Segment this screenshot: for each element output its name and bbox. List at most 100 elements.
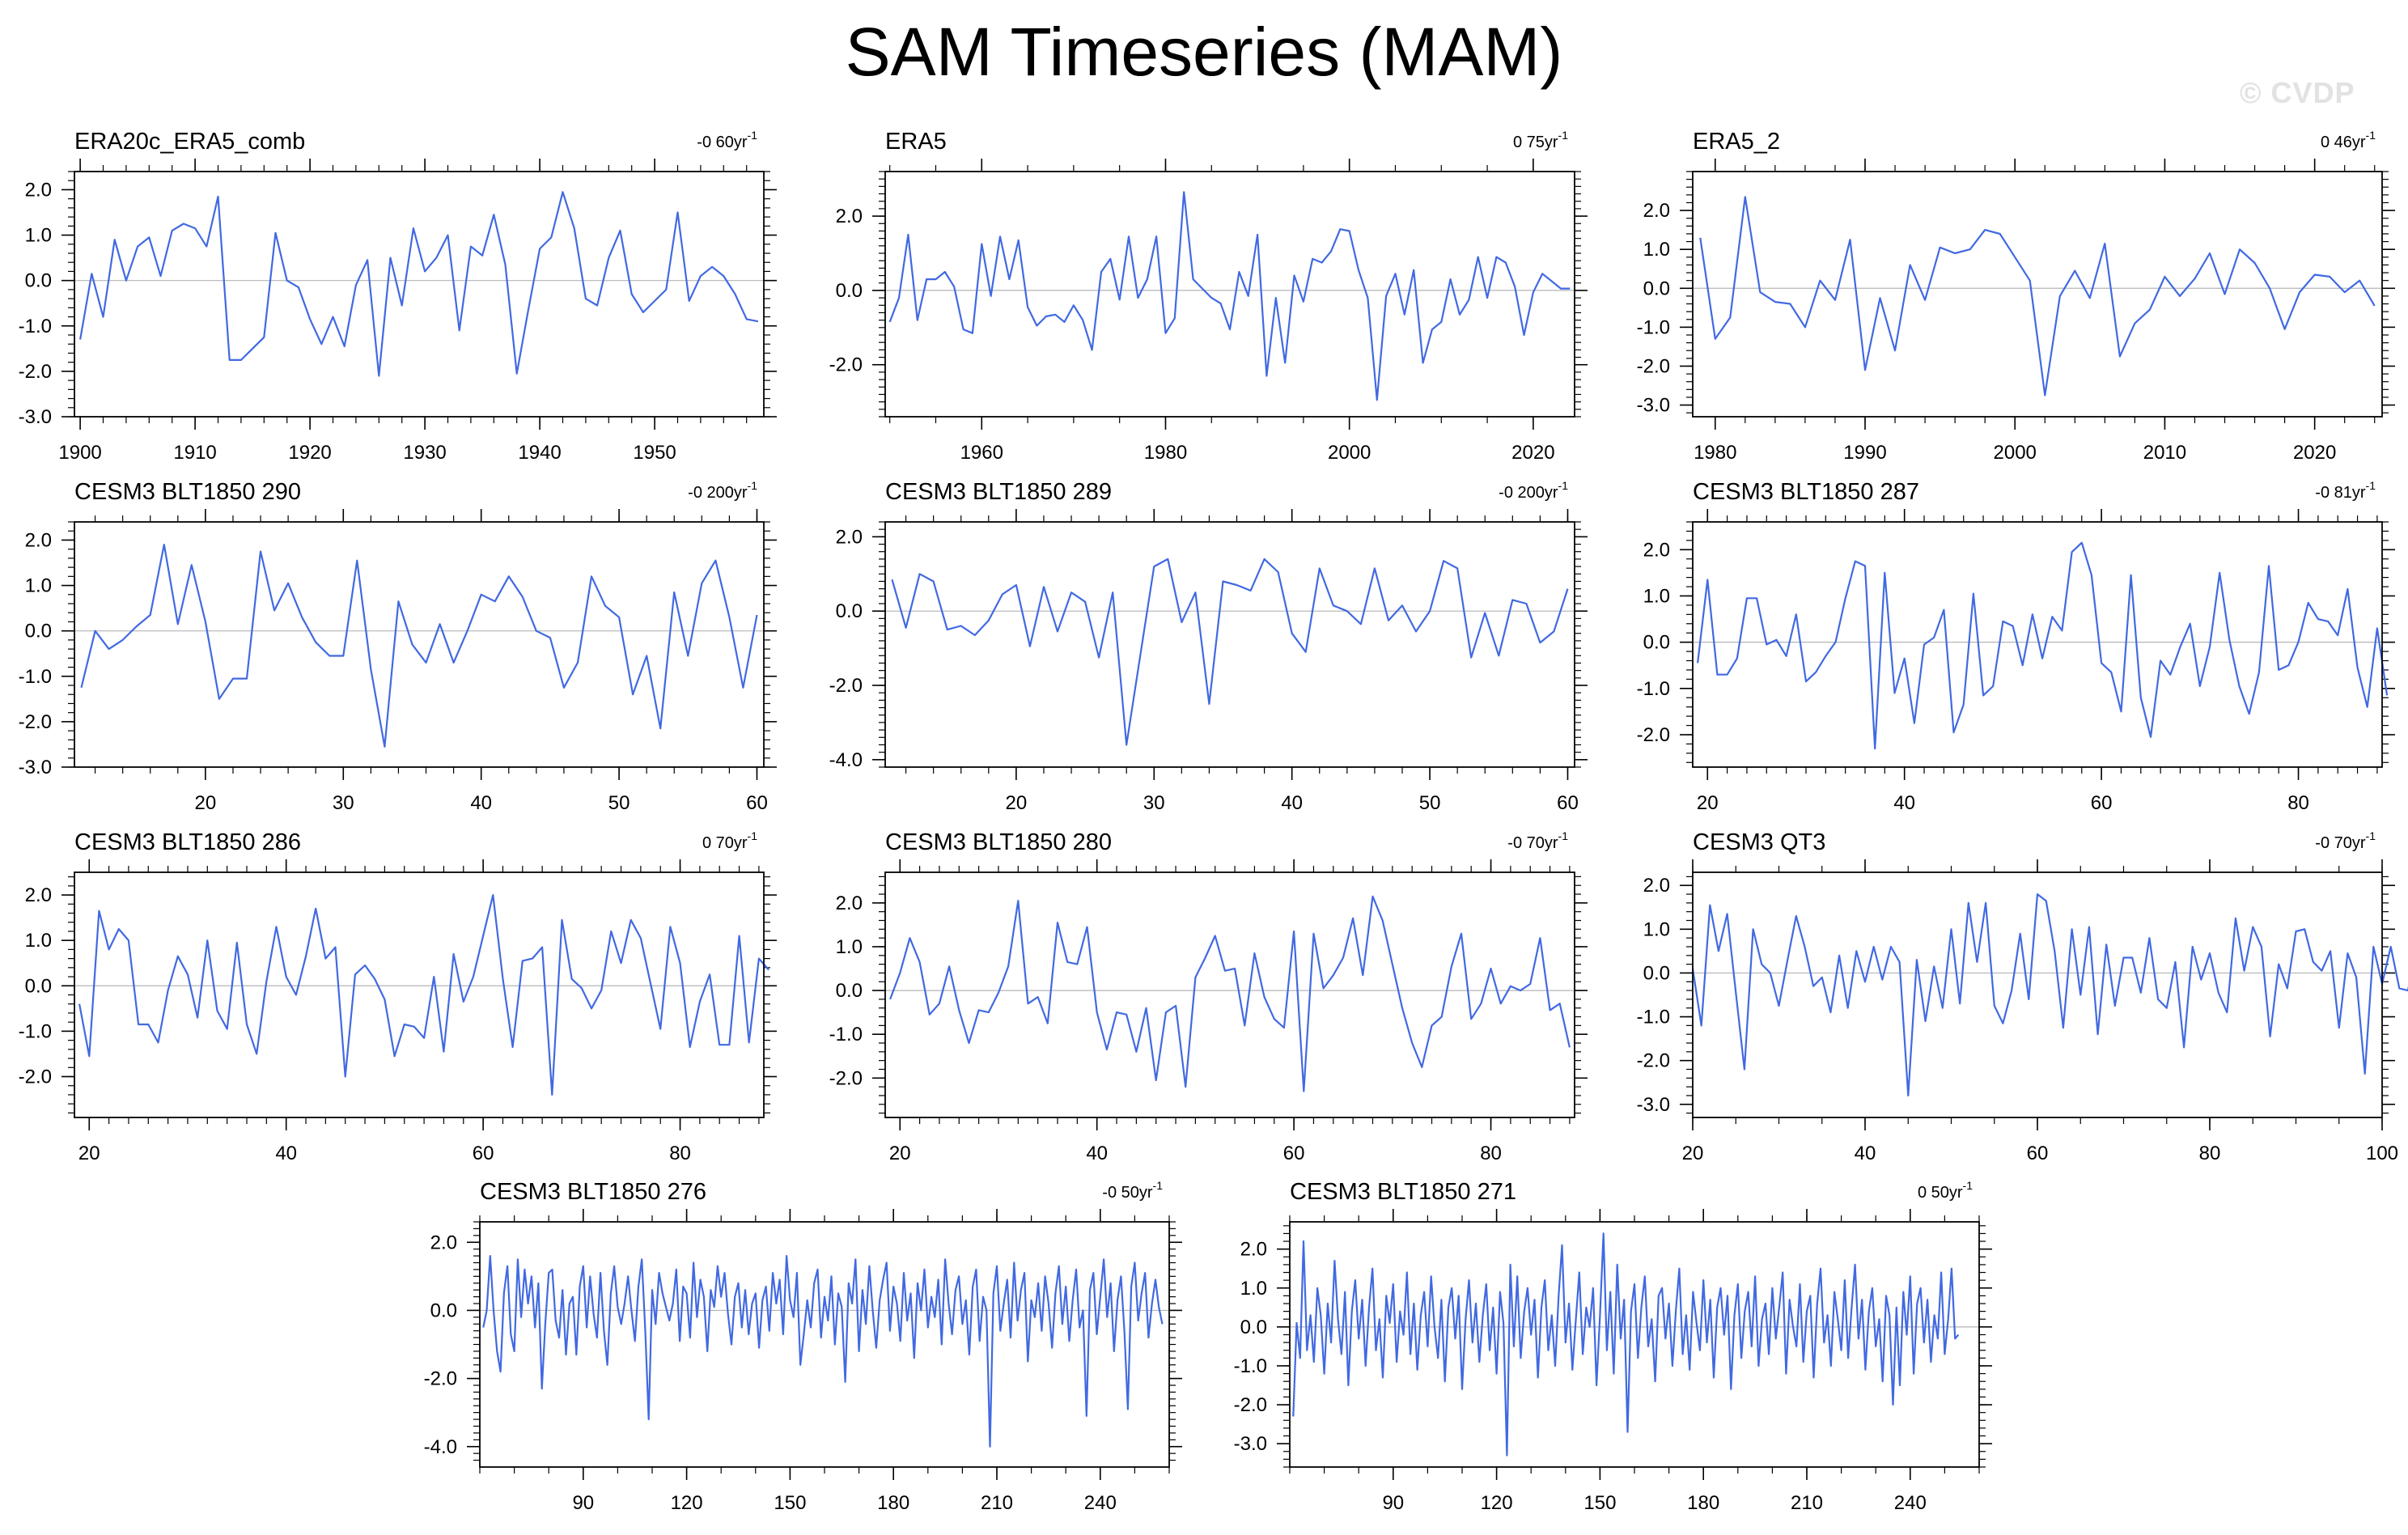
x-tick-label: 150 bbox=[1583, 1492, 1616, 1514]
y-tick-label: 2.0 bbox=[25, 884, 52, 906]
series-line bbox=[891, 558, 1569, 746]
y-tick-label: -2.0 bbox=[19, 1066, 52, 1088]
x-tick-label: 2010 bbox=[2143, 442, 2186, 464]
page-title: SAM Timeseries (MAM) bbox=[845, 14, 1563, 90]
y-tick-label: 1.0 bbox=[1240, 1278, 1267, 1300]
plot-frame bbox=[74, 871, 765, 1118]
y-tick-label: 0.0 bbox=[25, 975, 52, 997]
trend-label: -0 81yr-1 bbox=[2315, 479, 2376, 502]
x-tick-label: 2020 bbox=[2293, 442, 2336, 464]
x-tick-label: 2000 bbox=[1328, 442, 1371, 464]
trend-label: 0 46yr-1 bbox=[2321, 129, 2376, 151]
chart-panel: 20 40 60 80 100 -3.0 -2.0 -1.0 0.0 1.0 2.0 CESM3 QT… bbox=[1637, 829, 2408, 1164]
trend-value: -0 60yr bbox=[697, 134, 748, 151]
x-tick-label: 60 bbox=[473, 1143, 494, 1164]
x-tick-label: 60 bbox=[746, 792, 768, 814]
series-line bbox=[1699, 196, 2376, 396]
plot-frame bbox=[884, 871, 1575, 1118]
y-tick-label: -1.0 bbox=[19, 1020, 52, 1042]
x-tick-label: 80 bbox=[1480, 1143, 1502, 1164]
plot-frame bbox=[479, 1221, 1170, 1468]
trend-exponent: -1 bbox=[1558, 479, 1569, 492]
y-tick-label: 0.0 bbox=[430, 1300, 457, 1321]
x-tick-label: 120 bbox=[671, 1492, 703, 1514]
plot-frame bbox=[884, 521, 1575, 768]
y-tick-label: 0.0 bbox=[1643, 962, 1670, 984]
y-tick-label: 2.0 bbox=[836, 893, 863, 914]
x-tick-label: 30 bbox=[333, 792, 354, 814]
x-tick-label: 180 bbox=[877, 1492, 909, 1514]
y-tick-label: -2.0 bbox=[1637, 355, 1670, 377]
x-tick-label: 100 bbox=[2366, 1143, 2398, 1164]
trend-label: -0 50yr-1 bbox=[1102, 1179, 1163, 1202]
panel-title: CESM3 BLT1850 290 bbox=[74, 479, 301, 505]
chart-panel: 20 40 60 80 -2.0 -1.0 0.0 1.0 2.0 CESM3 BLT1850 2… bbox=[19, 829, 777, 1164]
x-tick-label: 1980 bbox=[1144, 442, 1187, 464]
y-tick-label: -1.0 bbox=[1637, 678, 1670, 700]
x-tick-label: 80 bbox=[2287, 792, 2309, 814]
y-tick-label: 1.0 bbox=[25, 225, 52, 247]
x-tick-label: 2020 bbox=[1511, 442, 1554, 464]
plot-frame bbox=[1289, 1221, 1980, 1468]
x-tick-label: 20 bbox=[1006, 792, 1028, 814]
plot-frame bbox=[1692, 521, 2383, 768]
y-tick-label: -2.0 bbox=[829, 675, 863, 697]
trend-exponent: -1 bbox=[2366, 829, 2376, 842]
y-tick-label: 2.0 bbox=[25, 529, 52, 551]
x-tick-label: 40 bbox=[470, 792, 492, 814]
y-tick-label: 2.0 bbox=[25, 179, 52, 201]
chart-panel: 20 30 40 50 60 -3.0 -2.0 -1.0 0.0 1.0 2.0 CESM3 BLT… bbox=[19, 479, 777, 814]
panel-title: CESM3 BLT1850 287 bbox=[1693, 479, 1919, 505]
trend-label: -0 60yr-1 bbox=[697, 129, 757, 151]
plot-frame bbox=[74, 171, 765, 418]
chart-panel: 1960 1980 2000 2020 -2.0 0.0 2.0 ERA5 0 75yr-1 bbox=[829, 129, 1588, 464]
y-tick-label: 2.0 bbox=[836, 206, 863, 227]
chart-panel: 90 120 150 180 210 240 -3.0 -2.0 -1.0 0.0 1.0 2.0 CE… bbox=[1234, 1179, 1992, 1514]
y-tick-label: -4.0 bbox=[424, 1436, 457, 1458]
x-tick-label: 180 bbox=[1687, 1492, 1719, 1514]
series-line bbox=[79, 191, 759, 377]
x-tick-label: 1910 bbox=[173, 442, 216, 464]
trend-value: 0 70yr bbox=[702, 834, 748, 852]
x-tick-label: 240 bbox=[1894, 1492, 1927, 1514]
x-tick-label: 20 bbox=[1697, 792, 1719, 814]
panel-title: CESM3 BLT1850 280 bbox=[885, 829, 1112, 855]
y-tick-label: -1.0 bbox=[1637, 1007, 1670, 1028]
y-tick-label: 1.0 bbox=[25, 930, 52, 952]
trend-value: -0 50yr bbox=[1102, 1184, 1153, 1202]
x-tick-label: 30 bbox=[1143, 792, 1165, 814]
y-tick-label: 0.0 bbox=[1240, 1317, 1267, 1338]
y-tick-label: -1.0 bbox=[1234, 1355, 1267, 1377]
trend-exponent: -1 bbox=[1963, 1179, 1973, 1192]
y-tick-label: 2.0 bbox=[1643, 200, 1670, 222]
x-tick-label: 40 bbox=[275, 1143, 297, 1164]
trend-exponent: -1 bbox=[2366, 479, 2376, 492]
chart-panel: 20 30 40 50 60 -4.0 -2.0 0.0 2.0 CESM3 BLT1850 28… bbox=[829, 479, 1588, 814]
y-tick-label: -2.0 bbox=[829, 1067, 863, 1089]
x-tick-label: 1980 bbox=[1694, 442, 1736, 464]
chart-panel: 90 120 150 180 210 240 -4.0 -2.0 0.0 2.0 CESM3 BLT… bbox=[424, 1179, 1182, 1514]
x-tick-label: 1950 bbox=[633, 442, 676, 464]
x-tick-label: 2000 bbox=[1994, 442, 2037, 464]
trend-exponent: -1 bbox=[1558, 129, 1569, 142]
panel-title: ERA5_2 bbox=[1693, 129, 1780, 155]
trend-label: -0 200yr-1 bbox=[1499, 479, 1568, 502]
panel-title: CESM3 BLT1850 271 bbox=[1290, 1179, 1516, 1205]
y-tick-label: -2.0 bbox=[1234, 1394, 1267, 1416]
x-tick-label: 1920 bbox=[288, 442, 331, 464]
x-tick-label: 90 bbox=[1382, 1492, 1404, 1514]
y-tick-label: 2.0 bbox=[1643, 875, 1670, 897]
panel-title: ERA20c_ERA5_comb bbox=[74, 129, 305, 155]
x-tick-label: 60 bbox=[2027, 1143, 2049, 1164]
series-line bbox=[1697, 541, 2389, 750]
trend-value: -0 81yr bbox=[2315, 484, 2366, 502]
trend-label: 0 50yr-1 bbox=[1918, 1179, 1973, 1202]
trend-exponent: -1 bbox=[748, 129, 758, 142]
plot-frame bbox=[884, 171, 1575, 418]
trend-label: -0 200yr-1 bbox=[688, 479, 757, 502]
plot-frame bbox=[1692, 871, 2383, 1118]
y-tick-label: 0.0 bbox=[25, 621, 52, 642]
x-tick-label: 1960 bbox=[960, 442, 1003, 464]
y-tick-label: -2.0 bbox=[19, 361, 52, 383]
